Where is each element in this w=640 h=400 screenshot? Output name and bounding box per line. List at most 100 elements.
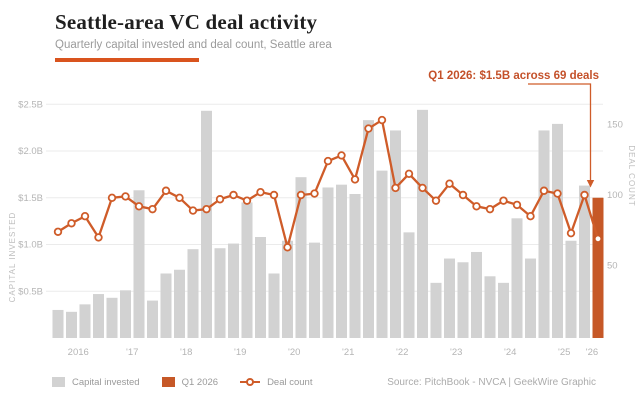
capital-swatch-icon bbox=[52, 377, 65, 387]
y-right-axis-title: DEAL COUNT bbox=[627, 145, 636, 206]
x-axis-label: '19 bbox=[234, 347, 246, 358]
y-left-tick-label: $1.5B bbox=[18, 193, 43, 204]
capital-bar bbox=[579, 185, 590, 338]
legend-item-capital: Capital invested bbox=[52, 377, 140, 388]
y-right-tick-label: 50 bbox=[607, 261, 618, 272]
capital-bar bbox=[295, 177, 307, 338]
deal-marker bbox=[80, 212, 90, 221]
deal-marker bbox=[553, 189, 562, 198]
capital-bar bbox=[565, 240, 577, 338]
capital-bar bbox=[430, 282, 442, 338]
capital-bar bbox=[417, 109, 428, 338]
deal-marker bbox=[364, 124, 373, 133]
deal-marker bbox=[566, 228, 576, 238]
highlight-bar bbox=[592, 197, 604, 338]
y-left-tick-label: $2.5B bbox=[18, 99, 43, 110]
x-axis-label: '17 bbox=[126, 347, 138, 358]
capital-bar bbox=[228, 243, 239, 338]
capital-bar bbox=[147, 300, 158, 338]
deal-marker bbox=[472, 202, 481, 211]
source-credit: Source: PitchBook - NVCA | GeekWire Grap… bbox=[387, 376, 596, 388]
x-axis-label: '23 bbox=[450, 347, 462, 358]
deal-marker bbox=[418, 183, 427, 193]
y-left-tick-label: $1.0B bbox=[18, 240, 43, 251]
capital-bar bbox=[538, 130, 550, 338]
x-axis-label: '18 bbox=[180, 347, 192, 358]
legend: Capital invested Q1 2026 Deal count bbox=[52, 377, 312, 388]
deal-count-markers bbox=[53, 115, 601, 252]
deal-marker bbox=[242, 196, 252, 205]
capital-bar bbox=[349, 194, 361, 338]
capital-bar bbox=[484, 276, 496, 338]
capital-bar bbox=[255, 237, 266, 338]
deal-marker bbox=[188, 206, 198, 215]
y-right-tick-label: 100 bbox=[607, 190, 623, 201]
deal-marker bbox=[445, 179, 454, 188]
capital-bar bbox=[525, 258, 536, 338]
y-left-axis-title: CAPITAL INVESTED bbox=[8, 212, 17, 303]
deal-marker bbox=[296, 190, 306, 200]
capital-bar bbox=[403, 232, 415, 338]
capital-bar bbox=[106, 297, 118, 338]
deal-marker bbox=[391, 183, 400, 193]
capital-bar bbox=[174, 269, 185, 338]
deal-marker bbox=[404, 169, 414, 178]
capital-bar bbox=[282, 240, 293, 338]
capital-bar bbox=[322, 187, 334, 338]
highlight-deal-marker bbox=[595, 236, 601, 242]
capital-bar bbox=[363, 120, 374, 339]
capital-bar bbox=[201, 110, 212, 338]
capital-bar bbox=[120, 290, 131, 338]
legend-item-q1-2026: Q1 2026 bbox=[161, 376, 219, 388]
capital-bar bbox=[444, 258, 455, 338]
legend-deal-count-label: Deal count bbox=[267, 376, 313, 388]
title-accent-rule bbox=[55, 58, 199, 62]
deal-marker bbox=[580, 190, 589, 200]
y-left-tick-label: $0.5B bbox=[18, 286, 43, 297]
deal-marker bbox=[121, 192, 130, 201]
x-axis-label: '22 bbox=[396, 347, 408, 358]
capital-bar bbox=[133, 190, 145, 338]
deal-marker bbox=[539, 186, 549, 195]
capital-bar bbox=[52, 309, 64, 338]
capital-bar bbox=[160, 273, 172, 338]
x-axis-label: '24 bbox=[504, 347, 516, 358]
legend-q1-2026-label: Q1 2026 bbox=[181, 376, 219, 388]
deal-marker bbox=[94, 233, 103, 242]
deal-marker bbox=[323, 156, 333, 166]
deal-marker bbox=[337, 151, 346, 160]
deal-marker bbox=[175, 193, 184, 203]
legend-item-deal-count: Deal count bbox=[240, 377, 312, 388]
capital-bar bbox=[241, 202, 253, 338]
deal-marker bbox=[283, 243, 292, 252]
capital-bar bbox=[187, 249, 199, 338]
chart-subtitle: Quarterly capital invested and deal coun… bbox=[55, 39, 332, 51]
capital-bar bbox=[471, 251, 482, 338]
capital-bar bbox=[336, 184, 347, 338]
deal-marker bbox=[67, 219, 76, 228]
deal-marker bbox=[310, 189, 319, 198]
y-right-tick-label: 150 bbox=[607, 119, 623, 130]
capital-bar bbox=[309, 242, 320, 338]
page-title: Seattle-area VC deal activity bbox=[55, 10, 318, 34]
deal-marker bbox=[431, 196, 441, 205]
capital-bar bbox=[376, 170, 388, 338]
legend-capital-label: Capital invested bbox=[72, 376, 140, 388]
q1-2026-swatch-icon bbox=[161, 377, 175, 387]
deal-marker bbox=[215, 195, 225, 204]
deal-marker bbox=[161, 186, 171, 195]
annotation-arrow bbox=[528, 83, 595, 188]
deal-marker bbox=[256, 187, 265, 197]
x-axis-label: 2016 bbox=[68, 347, 89, 358]
chart-header: Seattle-area VC deal activity Quarterly … bbox=[55, 10, 332, 62]
capital-bar bbox=[498, 282, 509, 338]
deal-marker bbox=[134, 202, 144, 211]
deal-marker bbox=[269, 190, 279, 200]
capital-bar bbox=[390, 130, 401, 338]
deal-marker bbox=[229, 190, 238, 200]
deal-count-line-icon bbox=[240, 377, 261, 387]
chart-footer: Capital invested Q1 2026 Deal count Sour… bbox=[52, 372, 596, 392]
deal-marker bbox=[107, 193, 117, 203]
deal-marker bbox=[53, 227, 63, 236]
